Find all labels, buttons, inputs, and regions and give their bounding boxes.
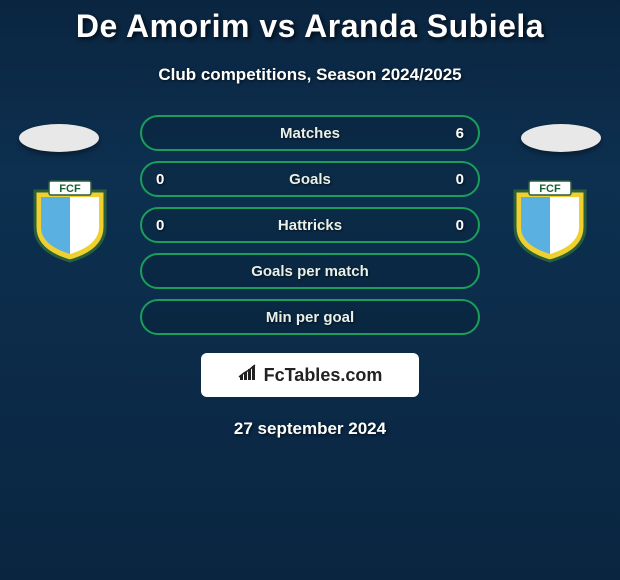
player-left-avatar [19, 124, 99, 152]
stat-label: Min per goal [176, 309, 444, 326]
stat-right-value: 6 [444, 125, 464, 142]
club-badge-right: FCF [507, 177, 593, 263]
subtitle: Club competitions, Season 2024/2025 [0, 65, 620, 85]
stat-label: Hattricks [176, 217, 444, 234]
stat-left-value: 0 [156, 171, 176, 188]
svg-text:FCF: FCF [59, 183, 81, 195]
date-text: 27 september 2024 [0, 419, 620, 439]
bar-chart-icon [238, 364, 260, 387]
player-right-avatar [521, 124, 601, 152]
stat-left-value: 0 [156, 217, 176, 234]
stat-row-goals-per-match: Goals per match [140, 253, 480, 289]
stat-row-hattricks: 0 Hattricks 0 [140, 207, 480, 243]
watermark: FcTables.com [201, 353, 419, 397]
stat-row-min-per-goal: Min per goal [140, 299, 480, 335]
stat-row-matches: Matches 6 [140, 115, 480, 151]
club-badge-left: FCF [27, 177, 113, 263]
page-title: De Amorim vs Aranda Subiela [0, 0, 620, 45]
svg-text:FCF: FCF [539, 183, 561, 195]
stat-row-goals: 0 Goals 0 [140, 161, 480, 197]
stat-label: Goals per match [176, 263, 444, 280]
stat-right-value: 0 [444, 217, 464, 234]
watermark-text: FcTables.com [264, 365, 383, 386]
stat-label: Matches [176, 125, 444, 142]
stat-right-value: 0 [444, 171, 464, 188]
stat-label: Goals [176, 171, 444, 188]
